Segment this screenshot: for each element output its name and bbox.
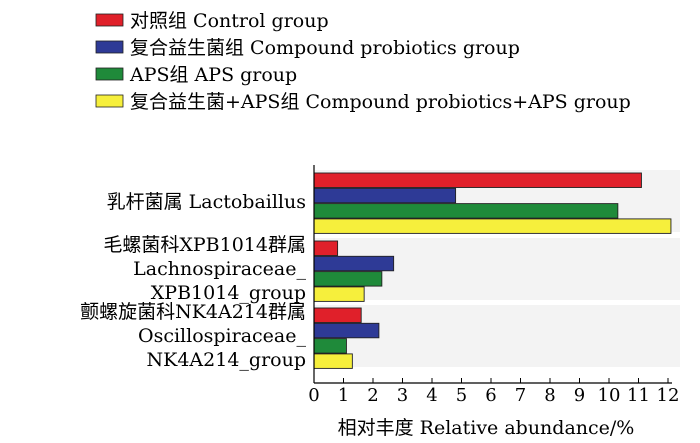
bar-3-series-2 (313, 322, 380, 339)
x-tick-label-11: 11 (627, 385, 650, 406)
bar-1-series-3 (313, 203, 619, 219)
legend-label-3: APS组 APS group (129, 64, 297, 86)
x-axis: 0 1 2 3 4 5 6 7 8 9 10 11 12 (308, 165, 679, 406)
legend-label-4: 复合益生菌+APS组 Compound probiotics+APS group (130, 91, 631, 113)
category-label-3-line-2: Oscillospiraceae_ (138, 325, 306, 347)
x-tick-label-12: 12 (657, 385, 680, 406)
legend-label-1: 对照组 Control group (130, 10, 329, 32)
legend-swatch-1 (95, 13, 124, 27)
legend-swatch-4 (95, 94, 124, 108)
x-tick-label-9: 9 (574, 385, 585, 406)
category-label-3-line-1: 颤螺旋菌科NK4A214群属 (80, 301, 306, 323)
x-tick-label-1: 1 (338, 385, 349, 406)
legend-label-2: 复合益生菌组 Compound probiotics group (130, 37, 520, 59)
x-tick-label-0: 0 (308, 385, 319, 406)
bar-2-series-2 (313, 255, 395, 272)
category-label-2-line-2: Lachnospiraceae_ (133, 258, 306, 280)
x-axis-label: 相对丰度 Relative abundance/% (338, 417, 635, 439)
bar-2-series-4 (313, 286, 365, 302)
bar-1-series-2 (313, 187, 457, 204)
legend: 对照组 Control group 复合益生菌组 Compound probiot… (95, 10, 631, 113)
x-tick-label-2: 2 (367, 385, 378, 406)
x-tick-label-6: 6 (485, 385, 496, 406)
bar-3-series-4 (313, 353, 353, 369)
bar-3-series-1 (313, 307, 362, 323)
x-tick-label-8: 8 (544, 385, 555, 406)
bar-1-series-4 (313, 218, 672, 234)
bar-2-series-3 (313, 271, 383, 287)
x-tick-label-10: 10 (598, 385, 621, 406)
category-label-2-line-3: XPB1014_group (151, 282, 306, 304)
x-tick-label-7: 7 (515, 385, 526, 406)
category-labels: 乳杆菌属 Lactobaillus 毛螺菌科XPB1014群属Lachnospir… (80, 191, 306, 371)
bar-3-series-3 (313, 338, 347, 354)
x-tick-label-4: 4 (426, 385, 437, 406)
category-label-3-line-3: NK4A214_group (147, 349, 306, 371)
legend-swatch-2 (95, 40, 124, 54)
category-label-2-line-1: 毛螺菌科XPB1014群属 (103, 234, 306, 256)
x-tick-label-5: 5 (456, 385, 467, 406)
bar-1-series-1 (313, 172, 642, 188)
bar-2-series-1 (313, 240, 339, 256)
x-tick-label-3: 3 (397, 385, 408, 406)
category-label-1-line-1: 乳杆菌属 Lactobaillus (107, 191, 306, 213)
legend-swatch-3 (95, 67, 124, 81)
